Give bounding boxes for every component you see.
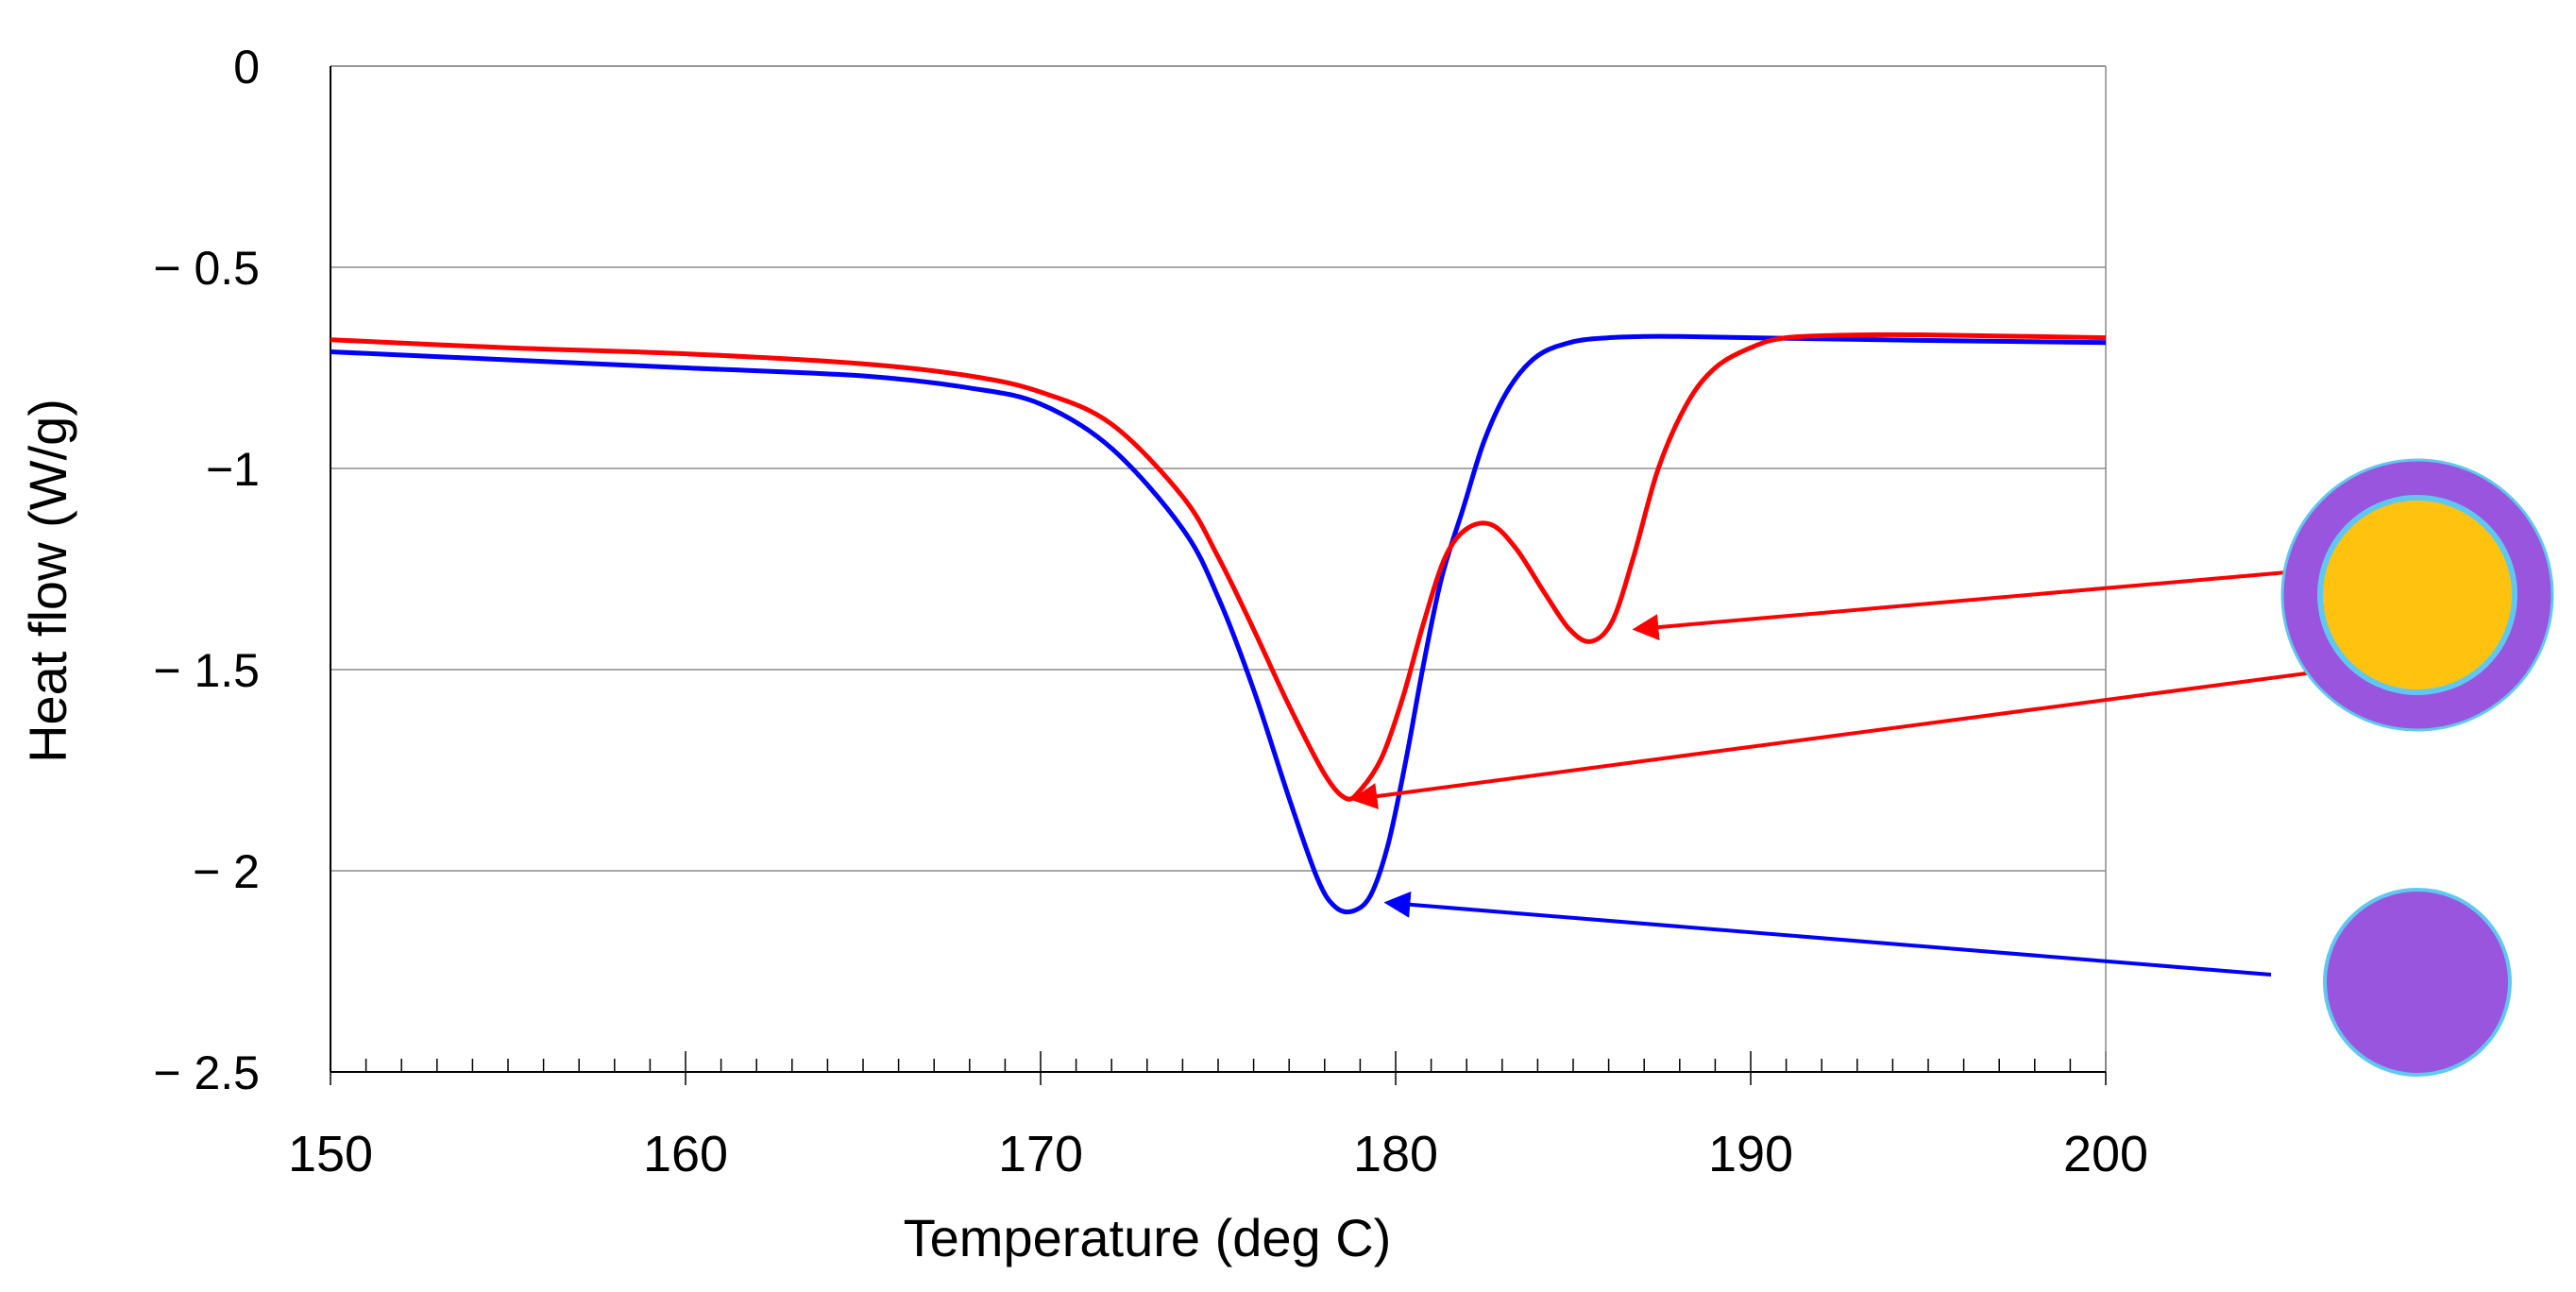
y-tick-label: − 0.5: [153, 242, 260, 295]
y-tick-label: − 2.5: [153, 1046, 260, 1099]
x-tick-label: 170: [998, 1126, 1083, 1182]
arrow-shell-peak: [1350, 671, 2314, 809]
y-tick-label: 0: [233, 41, 260, 94]
y-axis-title: Heat flow (W/g): [18, 399, 77, 763]
solid-circle: [2323, 888, 2512, 1077]
x-tick-label: 150: [288, 1126, 373, 1182]
x-tick-labels: 150 160 170 180 190 200: [288, 1126, 2148, 1182]
y-tick-label: − 1.5: [153, 644, 260, 697]
x-tick-label: 160: [643, 1126, 728, 1182]
core-circle: [2317, 495, 2517, 695]
series-line-core-shell: [330, 332, 2107, 802]
arrow-core-peak: [1632, 560, 2407, 641]
x-axis-title: Temperature (deg C): [904, 1208, 1392, 1267]
y-tick-label: − 2: [193, 845, 260, 898]
x-tick-label: 180: [1353, 1126, 1438, 1182]
arrow-solid-peak: [1383, 891, 2272, 977]
y-tick-label: −1: [206, 443, 260, 496]
series-group: [330, 332, 2107, 915]
x-tick-label: 190: [1708, 1126, 1793, 1182]
solid-particle-icon: [2323, 888, 2512, 1077]
series-line-solid: [330, 333, 2107, 915]
plot-area: [330, 66, 2106, 1072]
y-tick-labels: 0 − 0.5 −1 − 1.5 − 2 − 2.5: [153, 41, 260, 1099]
core-shell-particle-icon: [2280, 458, 2554, 732]
x-tick-label: 200: [2063, 1126, 2148, 1182]
